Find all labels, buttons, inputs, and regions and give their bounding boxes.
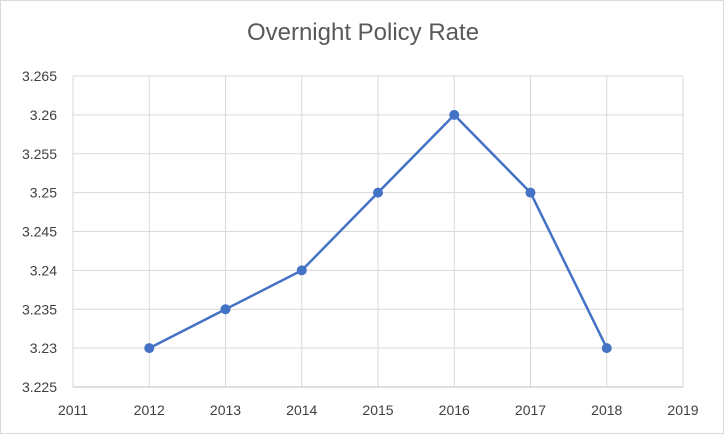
y-tick-label: 3.25: [30, 185, 57, 201]
data-point: [449, 109, 460, 120]
x-tick-label: 2013: [210, 402, 241, 418]
y-tick-label: 3.255: [22, 146, 57, 162]
x-tick-label: 2015: [362, 402, 393, 418]
y-tick-label: 3.24: [30, 262, 57, 278]
data-point: [220, 304, 231, 315]
y-tick-label: 3.245: [22, 224, 57, 240]
x-tick-label: 2018: [591, 402, 622, 418]
x-tick-label: 2011: [58, 402, 88, 418]
x-tick-label: 2016: [439, 402, 470, 418]
y-tick-label: 3.23: [30, 340, 57, 356]
chart-title: Overnight Policy Rate: [246, 19, 480, 46]
x-tick-label: 2019: [667, 402, 698, 418]
data-point: [144, 343, 155, 354]
x-tick-label: 2012: [134, 402, 165, 418]
y-tick-label: 3.265: [22, 68, 57, 84]
data-point: [296, 265, 307, 276]
data-point: [601, 343, 612, 354]
data-point: [525, 187, 536, 198]
data-point: [373, 187, 383, 198]
y-tick-label: 3.26: [30, 107, 57, 123]
x-tick-label: 2014: [286, 402, 317, 418]
x-tick-label: 2017: [515, 402, 546, 418]
y-tick-label: 3.235: [22, 301, 57, 317]
y-tick-label: 3.225: [22, 379, 57, 395]
